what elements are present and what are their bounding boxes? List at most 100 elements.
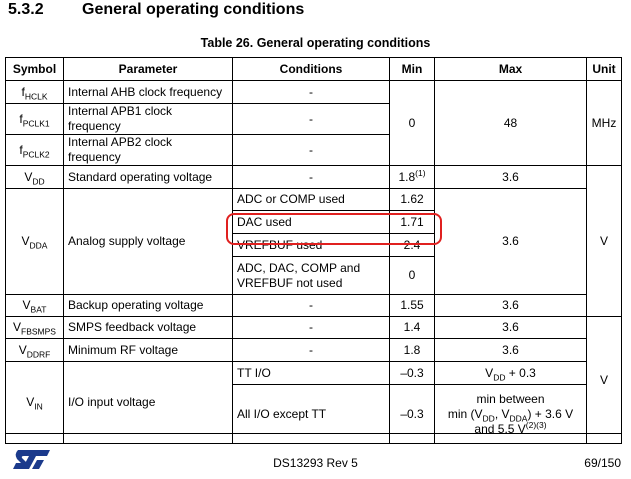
document-id: DS13293 Rev 5	[273, 456, 358, 470]
text: V	[22, 298, 31, 312]
cell: Backup operating voltage	[63, 294, 233, 317]
cell: MHz	[586, 80, 622, 166]
subscript: PCLK1	[22, 117, 50, 128]
header-row: Symbol Parameter Conditions Min Max Unit	[5, 57, 622, 81]
text: + 0.3	[505, 365, 536, 380]
cell: VDD	[5, 165, 64, 189]
text: f	[21, 84, 25, 99]
row: VDDA Analog supply voltage ADC or COMP use…	[5, 188, 622, 295]
subscript: DD	[482, 412, 495, 423]
cell: Internal APB1 clock frequency	[63, 103, 233, 135]
text: min (V	[447, 406, 483, 421]
cell: V	[586, 165, 622, 317]
cell: -	[232, 134, 390, 166]
text: ) + 3.6 V	[527, 406, 574, 421]
cell: VDDA	[5, 188, 64, 295]
row: VDDRF Minimum RF voltage -1.8 3.6	[5, 338, 622, 362]
cell: Internal APB2 clock frequency	[63, 134, 233, 166]
section-title: General operating conditions	[82, 1, 305, 18]
cell: 1.8	[389, 338, 435, 362]
cell: 1.55	[389, 294, 435, 317]
subscript: IN	[34, 401, 43, 412]
cell: TT I/O	[232, 361, 390, 385]
text: and 5.5 V	[474, 421, 526, 436]
header: Symbol	[5, 57, 64, 81]
subscript: PCLK2	[22, 148, 50, 159]
cell: Internal AHB clock frequency	[63, 80, 233, 104]
cell: 3.6	[434, 294, 587, 317]
st-logo	[13, 450, 50, 469]
cell: 1.4	[389, 316, 435, 339]
subscript: DDRF	[26, 348, 51, 359]
cell: VDDRF	[5, 338, 64, 362]
text: f	[19, 111, 23, 126]
superscript: (2)(3)	[525, 419, 547, 430]
line: min (VDD, VDDA) + 3.6 V	[439, 406, 582, 423]
cell: V	[586, 316, 622, 444]
row: VREFBUF used 2.4	[6, 233, 622, 257]
row: All I/O except TT –0.3 min between min (VDD…	[6, 384, 622, 444]
text: V	[26, 395, 35, 409]
text: V	[18, 342, 27, 357]
row: VBAT Backup operating voltage -1.55 3.6	[5, 294, 622, 317]
highlight-box	[226, 213, 442, 245]
cell: fPCLK1	[5, 103, 64, 135]
cell: Minimum RF voltage	[63, 338, 233, 362]
cell: 0	[389, 80, 435, 166]
cell: fHCLK	[5, 80, 64, 104]
cell: fPCLK2	[5, 134, 64, 166]
cell: VIN	[5, 361, 64, 444]
subscript: DDA	[509, 412, 528, 423]
subscript: DD	[32, 175, 45, 186]
text: f	[19, 142, 23, 157]
cell: -	[232, 80, 390, 104]
cell: -	[232, 294, 390, 317]
subscript: DDA	[29, 240, 48, 251]
table: Symbol Parameter Conditions Min Max Unit…	[5, 57, 622, 444]
subscript: FBSMPS	[21, 326, 56, 337]
cell: ADC or COMP used	[232, 188, 390, 211]
cell: 3.6	[434, 338, 587, 362]
section-number: 5.3.2	[8, 1, 44, 18]
row: VIN I/O input voltage TT I/O –0.3 VDD + 0.3	[5, 361, 622, 444]
cell: All I/O except TT	[232, 384, 390, 444]
header: Max	[434, 57, 587, 81]
cell: -	[232, 338, 390, 362]
header: Parameter	[63, 57, 233, 81]
cell: 48	[434, 80, 587, 166]
cell: –0.3	[389, 384, 435, 444]
line: and 5.5 V(2)(3)	[439, 419, 582, 437]
row: fPCLK2 Internal APB2 clock frequency -	[5, 134, 622, 166]
page-number: 69/150	[584, 456, 621, 470]
row: VFBSMPS SMPS feedback voltage -1.4 3.6 V	[5, 316, 622, 444]
cell: 3.6	[434, 165, 587, 189]
line: min between	[439, 392, 582, 407]
cell: Analog supply voltage	[63, 188, 233, 295]
cell: 2.4	[389, 233, 435, 257]
cell: 1.8(1)	[389, 165, 435, 189]
cell: -	[232, 103, 390, 135]
row: VDD Standard operating voltage -1.8(1) 3.6 V	[5, 165, 622, 317]
text: V	[21, 234, 30, 248]
subscript: DD	[493, 371, 506, 382]
subscript: HCLK	[24, 90, 48, 101]
header: Min	[389, 57, 435, 81]
footer-rule	[5, 433, 621, 434]
text: V	[24, 169, 33, 184]
text: V	[485, 365, 494, 380]
header: Conditions	[232, 57, 390, 81]
cell: 3.6	[434, 316, 587, 339]
cell: 0	[389, 256, 435, 295]
cell: –0.3	[389, 361, 435, 385]
superscript: (1)	[415, 167, 426, 178]
cell: 1.62	[389, 188, 435, 211]
text: min between	[476, 391, 545, 406]
cell: Standard operating voltage	[63, 165, 233, 189]
cell: -	[232, 316, 390, 339]
cell: VDD + 0.3	[434, 361, 587, 385]
subscript: BAT	[30, 304, 47, 315]
cell: SMPS feedback voltage	[63, 316, 233, 339]
header: Unit	[586, 57, 622, 81]
cell: -	[232, 165, 390, 189]
